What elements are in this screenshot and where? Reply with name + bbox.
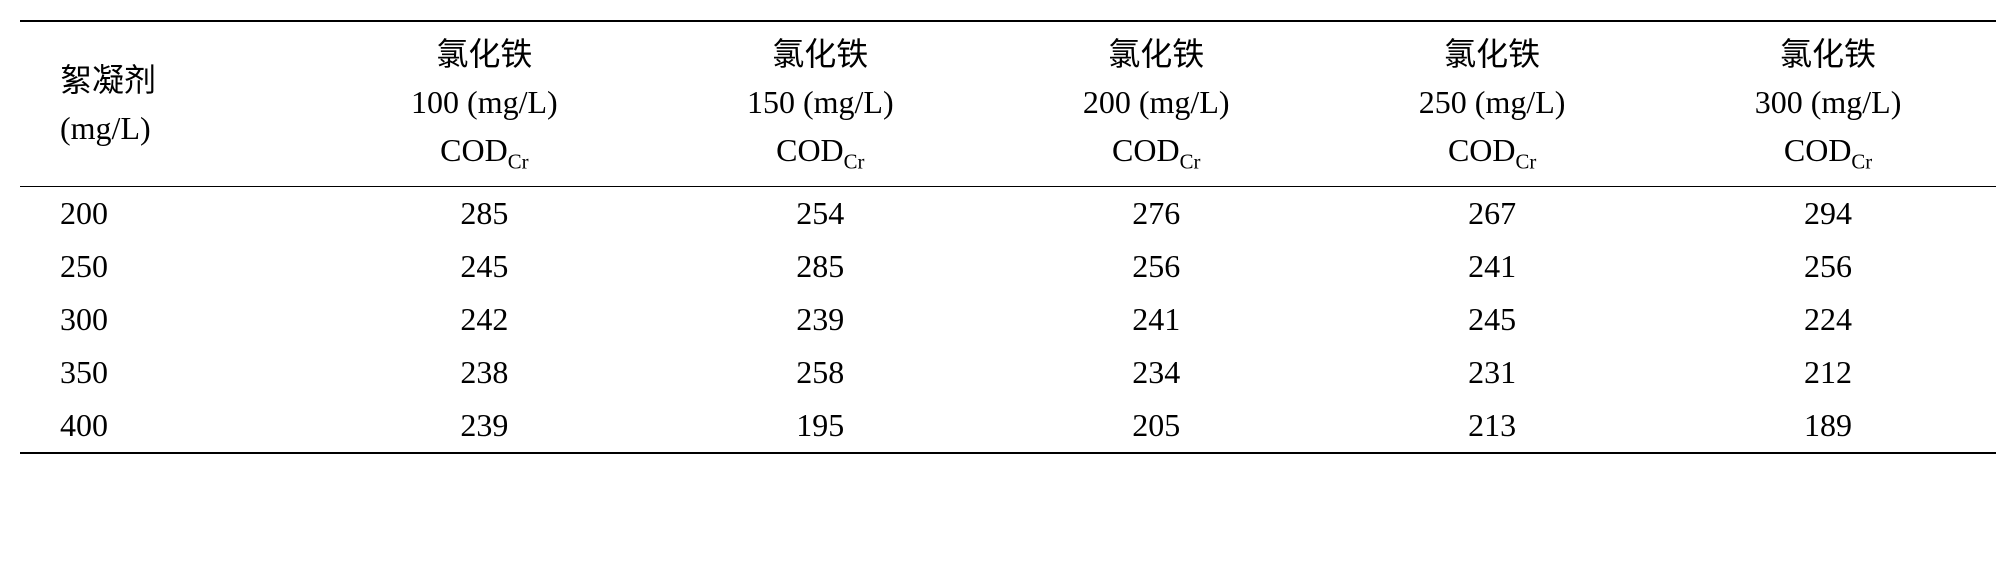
header-col0-line1: 絮凝剂 <box>60 62 156 98</box>
header-col-4: 氯化铁 250 (mg/L) CODCr <box>1324 21 1660 186</box>
table-row: 250 245 285 256 241 256 <box>20 240 1996 293</box>
header-cod-1: COD <box>440 132 508 168</box>
cell-value: 234 <box>988 346 1324 399</box>
table-body: 200 285 254 276 267 294 250 245 285 256 … <box>20 186 1996 453</box>
header-cod-sub-4: Cr <box>1516 150 1537 173</box>
header-col-1: 氯化铁 100 (mg/L) CODCr <box>316 21 652 186</box>
cell-value: 239 <box>316 399 652 453</box>
cell-value: 213 <box>1324 399 1660 453</box>
header-substance-2: 氯化铁 <box>772 36 868 72</box>
header-cod-sub-3: Cr <box>1180 150 1201 173</box>
cell-value: 224 <box>1660 293 1996 346</box>
header-cod-sub-1: Cr <box>508 150 529 173</box>
header-unit-1: (mg/L) <box>467 84 558 120</box>
header-row: 絮凝剂 (mg/L) 氯化铁 100 (mg/L) CODCr 氯化铁 150 … <box>20 21 1996 186</box>
header-substance-4: 氯化铁 <box>1444 36 1540 72</box>
cell-value: 239 <box>652 293 988 346</box>
header-conc-3: 200 <box>1083 84 1131 120</box>
header-conc-2: 150 <box>747 84 795 120</box>
cell-flocculant: 250 <box>20 240 316 293</box>
cell-value: 276 <box>988 186 1324 240</box>
cell-value: 245 <box>1324 293 1660 346</box>
header-cod-sub-2: Cr <box>844 150 865 173</box>
header-unit-5: (mg/L) <box>1811 84 1902 120</box>
header-substance-1: 氯化铁 <box>436 36 532 72</box>
cell-value: 267 <box>1324 186 1660 240</box>
cell-value: 256 <box>988 240 1324 293</box>
header-cod-sub-5: Cr <box>1851 150 1872 173</box>
header-cod-3: COD <box>1112 132 1180 168</box>
header-unit-4: (mg/L) <box>1475 84 1566 120</box>
table-row: 200 285 254 276 267 294 <box>20 186 1996 240</box>
header-conc-1: 100 <box>411 84 459 120</box>
table-row: 350 238 258 234 231 212 <box>20 346 1996 399</box>
header-substance-3: 氯化铁 <box>1108 36 1204 72</box>
cell-flocculant: 350 <box>20 346 316 399</box>
cell-value: 195 <box>652 399 988 453</box>
cell-value: 258 <box>652 346 988 399</box>
header-col-3: 氯化铁 200 (mg/L) CODCr <box>988 21 1324 186</box>
cell-flocculant: 400 <box>20 399 316 453</box>
cell-value: 256 <box>1660 240 1996 293</box>
header-substance-5: 氯化铁 <box>1780 36 1876 72</box>
cell-value: 238 <box>316 346 652 399</box>
header-cod-2: COD <box>776 132 844 168</box>
header-col-2: 氯化铁 150 (mg/L) CODCr <box>652 21 988 186</box>
cell-value: 205 <box>988 399 1324 453</box>
cell-flocculant: 200 <box>20 186 316 240</box>
cell-value: 212 <box>1660 346 1996 399</box>
header-cod-4: COD <box>1448 132 1516 168</box>
cell-value: 189 <box>1660 399 1996 453</box>
header-conc-5: 300 <box>1755 84 1803 120</box>
data-table: 絮凝剂 (mg/L) 氯化铁 100 (mg/L) CODCr 氯化铁 150 … <box>20 20 1996 454</box>
cell-value: 241 <box>988 293 1324 346</box>
header-col-5: 氯化铁 300 (mg/L) CODCr <box>1660 21 1996 186</box>
cell-value: 254 <box>652 186 988 240</box>
table-row: 400 239 195 205 213 189 <box>20 399 1996 453</box>
table-row: 300 242 239 241 245 224 <box>20 293 1996 346</box>
cell-flocculant: 300 <box>20 293 316 346</box>
header-col-0: 絮凝剂 (mg/L) <box>20 21 316 186</box>
cell-value: 241 <box>1324 240 1660 293</box>
header-cod-5: COD <box>1784 132 1852 168</box>
cell-value: 231 <box>1324 346 1660 399</box>
cell-value: 245 <box>316 240 652 293</box>
table-header: 絮凝剂 (mg/L) 氯化铁 100 (mg/L) CODCr 氯化铁 150 … <box>20 21 1996 186</box>
cell-value: 285 <box>652 240 988 293</box>
header-conc-4: 250 <box>1419 84 1467 120</box>
cell-value: 242 <box>316 293 652 346</box>
header-col0-line2: (mg/L) <box>60 110 151 146</box>
header-unit-3: (mg/L) <box>1139 84 1230 120</box>
header-unit-2: (mg/L) <box>803 84 894 120</box>
cell-value: 285 <box>316 186 652 240</box>
cell-value: 294 <box>1660 186 1996 240</box>
